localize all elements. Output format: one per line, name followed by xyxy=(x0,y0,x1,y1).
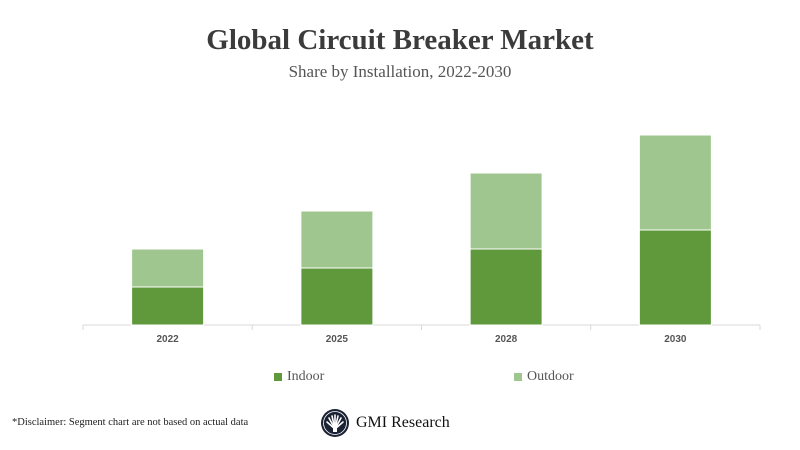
bar-indoor-2030 xyxy=(638,229,712,326)
legend-swatch-indoor xyxy=(274,373,282,381)
x-tick-label: 2022 xyxy=(157,334,180,345)
x-tick-label: 2030 xyxy=(664,334,687,345)
fan-logo-icon xyxy=(321,409,349,437)
logo-text: GMI Research xyxy=(356,414,450,431)
gmi-logo: GMI Research xyxy=(320,408,450,438)
x-tick-label: 2028 xyxy=(495,334,518,345)
bar-outdoor-2028 xyxy=(469,172,543,250)
bar-outdoor-2025 xyxy=(300,210,374,269)
legend-indoor: Indoor xyxy=(274,369,324,385)
bar-indoor-2022 xyxy=(131,286,205,326)
bar-chart: 2022 2025 2028 2030 xyxy=(82,134,761,345)
x-tick-label: 2025 xyxy=(326,334,349,345)
legend-outdoor: Outdoor xyxy=(514,369,574,385)
legend-label-indoor: Indoor xyxy=(287,369,325,384)
bar-outdoor-2022 xyxy=(131,248,205,288)
chart-title: Global Circuit Breaker Market xyxy=(206,24,594,56)
bar-outdoor-2030 xyxy=(638,134,712,231)
legend-label-outdoor: Outdoor xyxy=(527,369,574,384)
chart-subtitle: Share by Installation, 2022-2030 xyxy=(288,62,512,81)
bar-indoor-2025 xyxy=(300,267,374,326)
bar-indoor-2028 xyxy=(469,248,543,326)
disclaimer: *Disclaimer: Segment chart are not based… xyxy=(12,417,249,428)
legend-swatch-outdoor xyxy=(514,373,522,381)
